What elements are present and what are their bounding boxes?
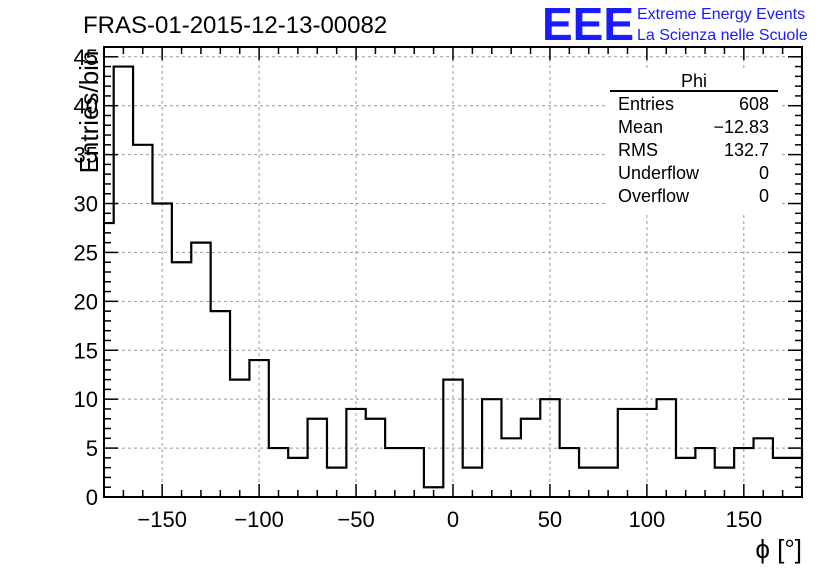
y-tick-label: 25 bbox=[74, 240, 98, 265]
x-tick-label: 0 bbox=[447, 507, 459, 532]
x-tick-labels: −150 −100 −50 0 50 100 150 bbox=[137, 507, 762, 532]
histogram-steps bbox=[104, 65, 804, 489]
y-tick-label: 35 bbox=[74, 143, 98, 168]
histogram-line bbox=[104, 65, 804, 489]
y-tick-label: 20 bbox=[74, 289, 98, 314]
axes bbox=[103, 46, 803, 498]
x-tick-label: −100 bbox=[234, 507, 284, 532]
stat-value: 608 bbox=[739, 94, 769, 114]
logo-line-1: Extreme Energy Events bbox=[637, 6, 805, 23]
y-tick-labels: 0 5 10 15 20 25 30 35 40 45 bbox=[74, 45, 98, 510]
y-tick-label: 45 bbox=[74, 45, 98, 70]
stat-label: Entries bbox=[618, 94, 674, 114]
stats-box-title: Phi bbox=[681, 71, 707, 91]
stats-box: Phi Entries 608 Mean −12.83 RMS 132.7 Underflo… bbox=[606, 68, 782, 212]
stat-value: 132.7 bbox=[724, 140, 769, 160]
stat-value: 0 bbox=[759, 163, 769, 183]
y-tick-label: 5 bbox=[86, 436, 98, 461]
stat-label: Underflow bbox=[618, 163, 700, 183]
x-axis-title: ϕ [°] bbox=[755, 534, 802, 564]
stat-value: 0 bbox=[759, 186, 769, 206]
x-tick-label: 100 bbox=[629, 507, 666, 532]
stat-label: RMS bbox=[618, 140, 658, 160]
stat-value: −12.83 bbox=[713, 117, 769, 137]
x-tick-label: 50 bbox=[538, 507, 562, 532]
y-tick-label: 10 bbox=[74, 387, 98, 412]
logo-text: EEE bbox=[542, 0, 634, 50]
x-tick-label: −150 bbox=[137, 507, 187, 532]
stats-box-rows: Entries 608 Mean −12.83 RMS 132.7 Underflow 0 Ov… bbox=[618, 94, 769, 206]
logo-line-2: La Scienza nelle Scuole bbox=[637, 27, 808, 44]
x-tick-label: 150 bbox=[725, 507, 762, 532]
eee-logo: EEE Extreme Energy Events La Scienza nel… bbox=[542, 0, 808, 50]
y-tick-label: 40 bbox=[74, 94, 98, 119]
x-tick-label: −50 bbox=[337, 507, 374, 532]
stat-label: Mean bbox=[618, 117, 663, 137]
y-axis-title: Entries/bin bbox=[74, 51, 104, 174]
y-tick-label: 15 bbox=[74, 338, 98, 363]
y-tick-label: 0 bbox=[86, 485, 98, 510]
chart-title: FRAS-01-2015-12-13-00082 bbox=[83, 12, 387, 39]
stat-label: Overflow bbox=[618, 186, 690, 206]
y-tick-label: 30 bbox=[74, 192, 98, 217]
